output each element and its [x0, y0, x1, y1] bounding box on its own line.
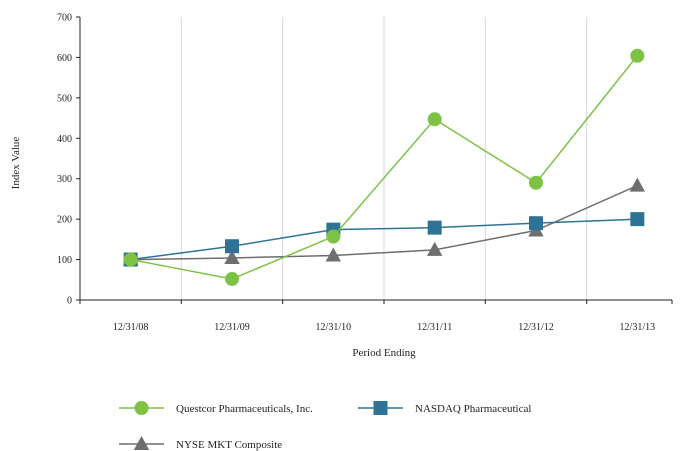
legend-item: NYSE MKT Composite — [119, 436, 282, 451]
legend-marker-square — [373, 401, 388, 415]
data-point-square — [225, 239, 239, 254]
data-point-circle — [427, 112, 442, 127]
x-tick-label: 12/31/11 — [417, 322, 452, 333]
data-point-circle — [326, 229, 341, 244]
data-point-triangle — [224, 249, 240, 264]
data-point-circle — [123, 252, 138, 267]
legend-label: Questcor Pharmaceuticals, Inc. — [176, 403, 313, 415]
y-tick-label: 100 — [57, 255, 72, 266]
series-line — [130, 218, 638, 261]
x-tick-label: 12/31/10 — [316, 322, 352, 333]
x-tick-label: 12/31/09 — [214, 322, 250, 333]
legend-marker-circle — [134, 401, 149, 415]
data-point-circle — [529, 175, 543, 190]
series-lines — [122, 48, 646, 286]
legend-item: NASDAQ Pharmaceutical — [358, 401, 531, 415]
data-point-triangle — [629, 177, 646, 192]
series-line — [130, 55, 638, 280]
x-axis-title: Period Ending — [352, 347, 416, 359]
x-tick-labels: 12/31/08 12/31/09 12/31/10 12/31/11 12/31/12… — [79, 300, 673, 333]
y-tick-label: 600 — [57, 53, 72, 64]
legend: Questcor Pharmaceuticals, Inc. NASDAQ Pha… — [119, 401, 531, 451]
y-tick-label: 400 — [57, 134, 72, 145]
axes — [79, 17, 672, 301]
legend-item: Questcor Pharmaceuticals, Inc. — [119, 401, 313, 415]
y-axis-title: Index Value — [10, 137, 22, 190]
y-tick-label: 500 — [57, 93, 72, 104]
series-circle — [123, 48, 645, 286]
legend-marker-triangle — [133, 436, 150, 450]
legend-label: NYSE MKT Composite — [176, 439, 282, 451]
data-point-triangle — [325, 247, 342, 262]
x-tick-label: 12/31/08 — [113, 322, 149, 333]
x-tick-label: 12/31/13 — [620, 322, 656, 333]
data-point-square — [529, 216, 543, 231]
data-point-circle — [225, 271, 239, 286]
x-tick-label: 12/31/12 — [518, 322, 554, 333]
data-point-square — [427, 220, 442, 235]
data-point-square — [630, 212, 645, 227]
y-tick-label: 300 — [57, 174, 72, 185]
legend-label: NASDAQ Pharmaceutical — [415, 403, 531, 415]
y-tick-labels: 0 100 200 300 400 500 600 700 — [57, 13, 80, 307]
data-point-circle — [630, 48, 645, 63]
y-tick-label: 700 — [57, 13, 72, 24]
data-point-triangle — [426, 241, 443, 256]
y-tick-label: 0 — [67, 296, 72, 307]
y-tick-label: 200 — [57, 215, 72, 226]
